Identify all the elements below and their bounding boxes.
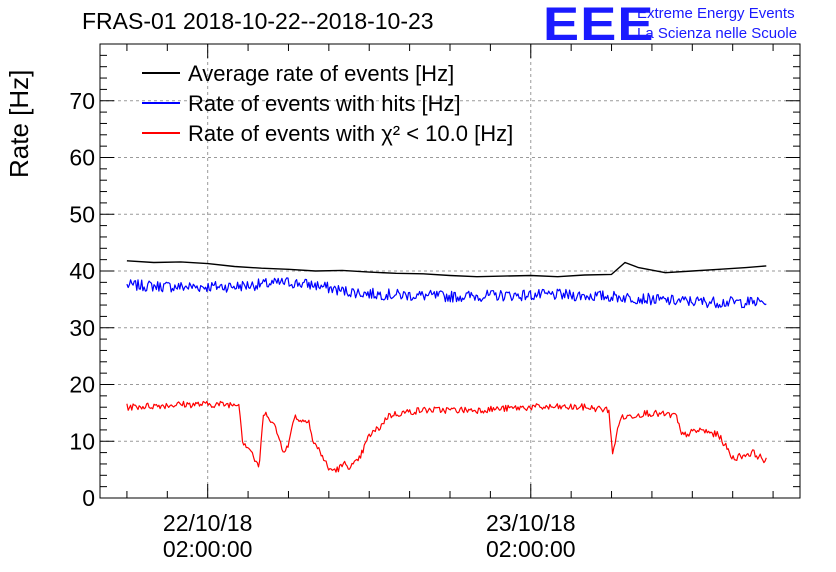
series-group [126, 260, 767, 473]
legend: Average rate of events [Hz] Rate of event… [142, 61, 513, 146]
x-tick-label: 22/10/18 [163, 510, 253, 536]
y-tick-label: 70 [69, 88, 95, 114]
eee-logo: EEE [543, 0, 655, 50]
y-tick-label: 60 [69, 145, 95, 171]
logo-caption-line2: La Scienza nelle Scuole [637, 25, 798, 42]
y-tick-label: 20 [69, 372, 95, 398]
x-tick-label: 02:00:00 [486, 536, 576, 562]
y-tick-label: 40 [69, 258, 95, 284]
x-tick-label: 02:00:00 [163, 536, 253, 562]
logo-caption: Extreme Energy Events La Scienza nelle S… [637, 4, 797, 44]
axes: 01020304050607022/10/1802:00:0023/10/180… [69, 43, 801, 562]
legend-label-2: Rate of events with χ² < 10.0 [Hz] [188, 121, 513, 146]
series-line-1 [126, 277, 767, 309]
legend-label-0: Average rate of events [Hz] [188, 61, 454, 86]
series-line-2 [126, 400, 767, 473]
x-tick-label: 23/10/18 [486, 510, 576, 536]
y-tick-label: 0 [82, 485, 95, 511]
legend-label-1: Rate of events with hits [Hz] [188, 91, 461, 116]
y-tick-label: 30 [69, 315, 95, 341]
plot-title: FRAS-01 2018-10-22--2018-10-23 [82, 8, 434, 34]
series-line-0 [126, 260, 767, 278]
logo-caption-line1: Extreme Energy Events [637, 5, 795, 22]
y-tick-label: 10 [69, 428, 95, 454]
y-tick-label: 50 [69, 201, 95, 227]
